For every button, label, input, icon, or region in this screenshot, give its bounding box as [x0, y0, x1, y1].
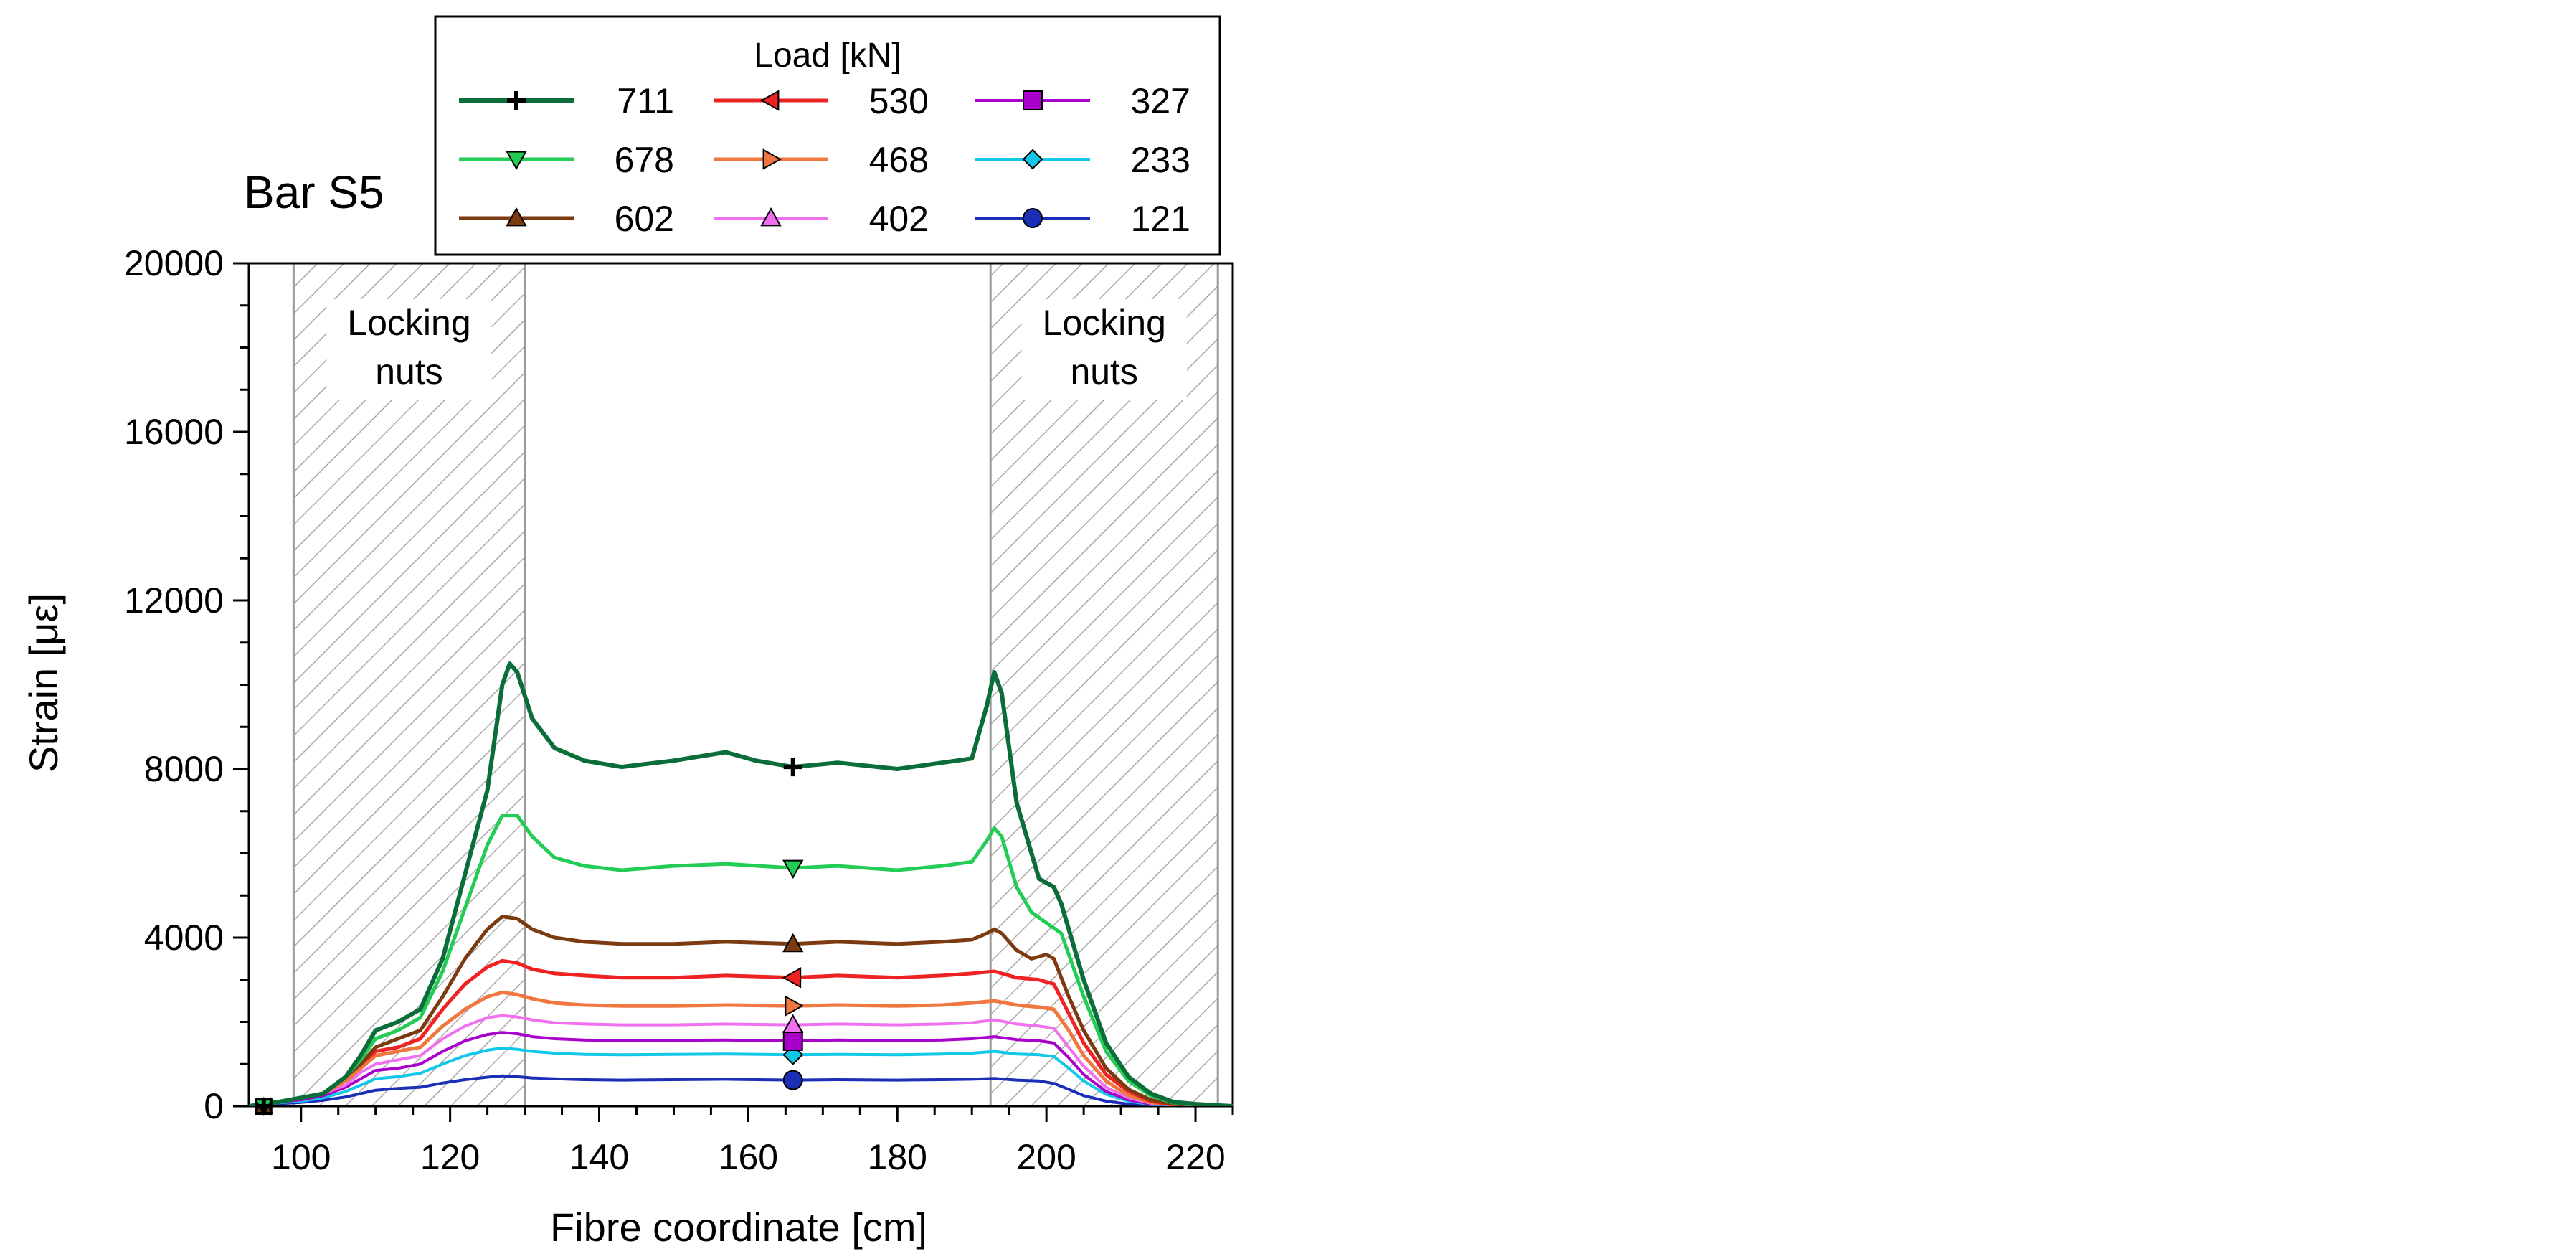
y-axis-title: Strain [με]	[21, 593, 66, 773]
series-line-711	[249, 661, 1233, 1106]
series-lines	[249, 661, 1233, 1106]
x-tick-label: 220	[1165, 1137, 1225, 1177]
series-line-121	[249, 1074, 1233, 1106]
x-tick-label: 140	[569, 1137, 629, 1177]
series-line-602	[249, 915, 1233, 1106]
legend-marker-468	[762, 148, 782, 170]
locking-nuts-region	[293, 263, 525, 1106]
region-label-bg	[1021, 299, 1187, 400]
series-marker-468	[785, 995, 804, 1017]
legend-box	[434, 15, 1221, 256]
series-marker-530	[782, 967, 802, 989]
series-marker-602	[782, 933, 804, 953]
series-marker-711	[783, 758, 802, 777]
series-start-marker-711	[255, 1098, 272, 1114]
x-tick-label: 160	[719, 1137, 778, 1177]
series-marker-678	[782, 859, 804, 880]
x-axis: 100 120 140 160 180 200 220	[262, 1106, 1234, 1177]
y-tick-label: 4000	[144, 918, 224, 958]
x-tick-label: 100	[271, 1137, 331, 1177]
legend-label-121: 121	[1131, 199, 1190, 239]
legend-title: Load [kN]	[754, 37, 901, 75]
series-marker-121	[782, 1070, 803, 1090]
legend-label-602: 602	[615, 199, 674, 239]
legend-marker-402	[760, 207, 782, 227]
series-line-402	[249, 1014, 1233, 1106]
series-line-678	[249, 814, 1233, 1106]
region-label-line1: Locking	[1043, 303, 1166, 343]
legend-label-327: 327	[1131, 81, 1190, 121]
legend-items: 711 678 602 530 468 402 327 233 121	[459, 81, 1190, 239]
locking-nuts-region	[990, 263, 1218, 1106]
series-line-233	[249, 1046, 1233, 1106]
series-line-530	[249, 958, 1233, 1106]
y-tick-label: 12000	[124, 580, 224, 621]
y-tick-label: 16000	[124, 412, 224, 452]
legend-marker-530	[759, 90, 780, 111]
x-tick-label: 200	[1016, 1137, 1076, 1177]
legend-marker-602	[506, 207, 527, 227]
region-label-line2: nuts	[1070, 352, 1138, 392]
legend-label-468: 468	[869, 140, 929, 180]
series-marker-402	[782, 1014, 804, 1034]
x-tick-label: 120	[420, 1137, 480, 1177]
legend-marker-711	[507, 91, 526, 110]
x-tick-label: 180	[868, 1137, 927, 1177]
region-label-line2: nuts	[375, 352, 443, 392]
legend-marker-678	[506, 151, 527, 171]
y-tick-label: 20000	[124, 243, 224, 283]
region-label-bg	[326, 299, 492, 400]
y-tick-label: 0	[204, 1086, 224, 1126]
legend-label-402: 402	[869, 199, 929, 239]
legend-marker-327	[1023, 90, 1043, 110]
x-axis-title: Fibre coordinate [cm]	[550, 1204, 927, 1250]
y-tick-label: 8000	[144, 749, 224, 789]
series-line-327	[249, 1031, 1233, 1106]
legend-marker-233	[1022, 148, 1043, 170]
legend-marker-121	[1023, 208, 1043, 228]
legend-label-530: 530	[869, 81, 929, 121]
legend-label-233: 233	[1131, 140, 1190, 180]
legend-label-678: 678	[615, 140, 674, 180]
shaded-regions: Locking nuts Locking nuts	[292, 263, 1219, 1106]
legend: Load [kN] 711 678 602 530 468 402 327 233 121	[434, 15, 1221, 256]
legend-label-711: 711	[617, 81, 674, 121]
series-marker-327	[782, 1030, 803, 1051]
y-axis: 0 4000 8000 12000 16000 20000	[124, 243, 249, 1126]
region-label-line1: Locking	[347, 303, 470, 343]
series-markers	[254, 758, 804, 1116]
series-line-468	[249, 990, 1233, 1106]
chart-title: Bar S5	[244, 166, 384, 218]
